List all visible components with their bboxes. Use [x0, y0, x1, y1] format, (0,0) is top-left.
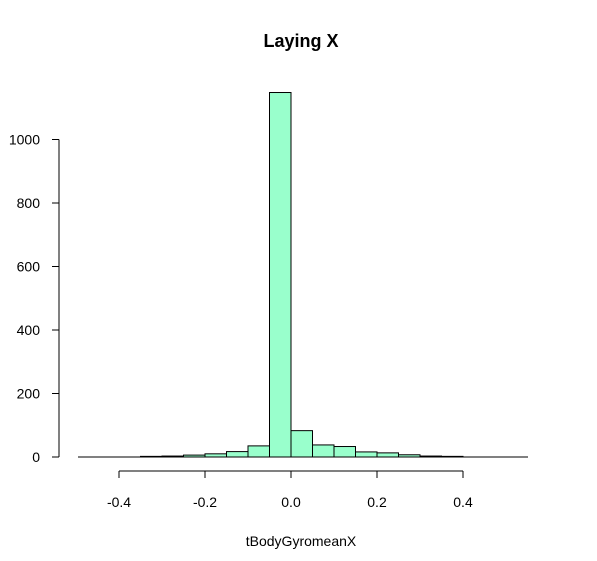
x-axis-label: tBodyGyromeanX [246, 533, 357, 549]
chart-title: Laying X [263, 31, 338, 51]
histogram-bar [419, 455, 442, 458]
histogram-bar [333, 446, 356, 458]
x-tick-label: 0.0 [281, 494, 301, 510]
y-tick-label: 600 [17, 259, 41, 275]
y-tick-label: 0 [32, 449, 40, 465]
histogram-bar [226, 451, 249, 458]
histogram-bar [269, 92, 292, 458]
histogram-bar [355, 451, 378, 458]
histogram-bar [290, 430, 313, 458]
y-tick-label: 200 [17, 386, 41, 402]
bars-group [140, 92, 464, 458]
histogram-bar [204, 453, 227, 458]
y-tick-label: 400 [17, 322, 41, 338]
histogram-bar [441, 455, 464, 458]
y-tick-label: 800 [17, 195, 41, 211]
histogram-bar [376, 452, 399, 458]
x-tick-label: 0.4 [453, 494, 473, 510]
histogram-bar [247, 445, 270, 458]
y-tick-label: 1000 [9, 132, 40, 148]
x-axis: -0.4 -0.2 0.0 0.2 0.4 [107, 470, 473, 510]
histogram-bar [140, 455, 163, 458]
histogram-bar [183, 454, 206, 458]
histogram-bar [161, 455, 184, 458]
y-axis: 0 200 400 600 800 1000 [9, 132, 60, 465]
histogram-bar [312, 444, 335, 458]
x-tick-label: -0.2 [193, 494, 217, 510]
x-tick-label: -0.4 [107, 494, 131, 510]
histogram-bar [398, 454, 421, 458]
x-tick-label: 0.2 [367, 494, 387, 510]
